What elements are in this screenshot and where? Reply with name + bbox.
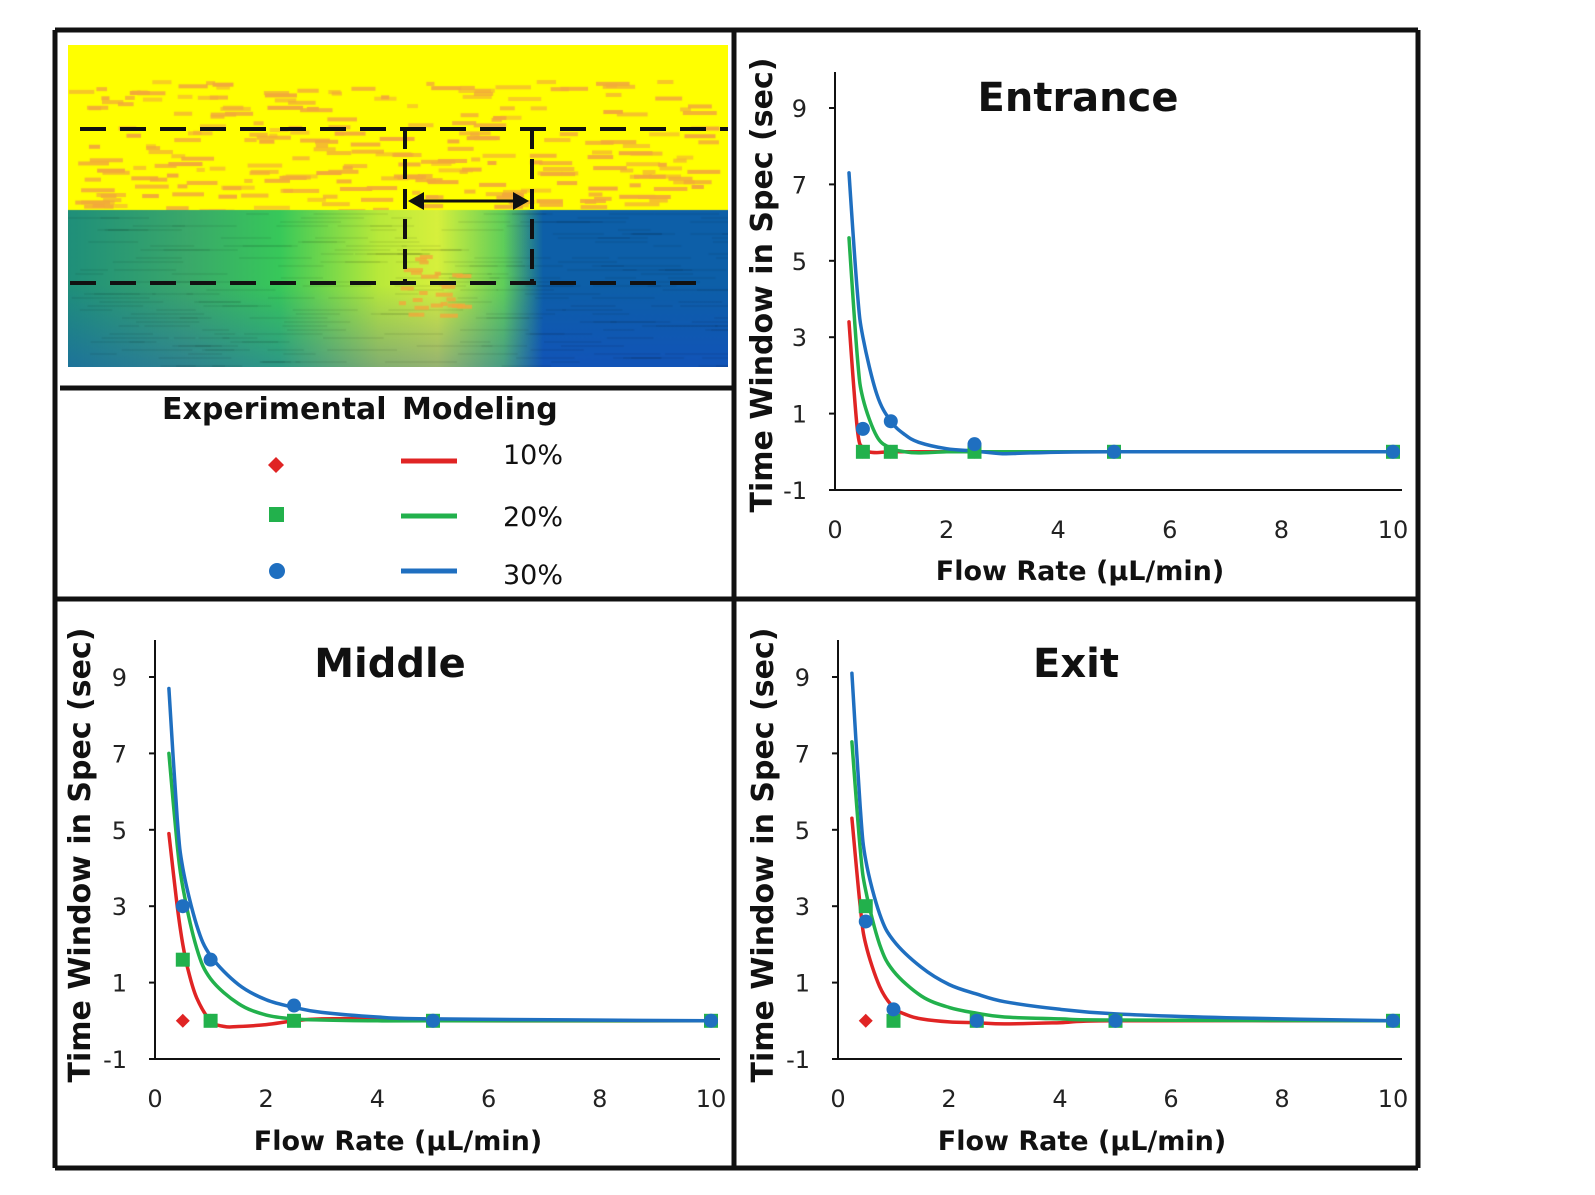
legend-symbols	[268, 457, 457, 579]
chart-middle: -1 1 3 5 7 9 0 2 4 6 8 10 Middle Flow Rate (µL/min) Ti…	[63, 628, 726, 1157]
x-tick-label: 2	[941, 1085, 956, 1113]
legend-marker-20-square	[269, 507, 284, 522]
model-line-20pct	[850, 740, 1395, 1023]
arrowhead-left-icon	[408, 192, 424, 210]
data-point-30pct	[969, 1013, 984, 1028]
data-point-20pct	[855, 444, 870, 459]
x-tick-label: 8	[592, 1085, 607, 1113]
x-axis-label: Flow Rate (µL/min)	[938, 1126, 1226, 1157]
x-tick-label: 10	[1378, 516, 1409, 544]
chart-title: Exit	[1033, 641, 1119, 687]
y-tick-label: -1	[103, 1046, 127, 1074]
y-tick-label: 1	[112, 970, 127, 998]
data-point-30pct	[203, 952, 218, 967]
data-point-30pct	[858, 914, 873, 929]
x-tick-label: 10	[1378, 1085, 1409, 1113]
y-tick-label: -1	[783, 477, 807, 505]
model-line-20pct	[167, 751, 713, 1023]
model-line-10pct	[847, 320, 1395, 455]
data-point-10pct	[858, 1013, 873, 1028]
data-point-30pct	[1386, 1013, 1400, 1028]
chart-title: Middle	[314, 641, 466, 687]
x-tick-label: 0	[830, 1085, 845, 1113]
chart-exit: -1 1 3 5 7 9 0 2 4 6 8 10 Exit Flow Rate (µL/min) Time…	[746, 628, 1408, 1157]
heatmap-overlay	[70, 127, 728, 285]
arrowhead-right-icon	[513, 192, 529, 210]
data-point-30pct	[1386, 444, 1400, 459]
x-tick-label: 2	[259, 1085, 274, 1113]
x-tick-label: 0	[147, 1085, 162, 1113]
data-point-20pct	[886, 1013, 901, 1028]
x-tick-label: 6	[1162, 516, 1177, 544]
data-point-30pct	[175, 899, 190, 914]
data-point-30pct	[287, 998, 301, 1013]
x-axis-label: Flow Rate (µL/min)	[936, 556, 1224, 587]
data-point-30pct	[1107, 444, 1121, 459]
y-tick-label: 9	[112, 664, 127, 692]
x-axis-label: Flow Rate (µL/min)	[254, 1126, 542, 1157]
x-tick-label: 0	[827, 516, 842, 544]
x-tick-label: 2	[939, 516, 954, 544]
data-point-30pct	[426, 1013, 440, 1028]
y-tick-label: 1	[792, 401, 807, 429]
x-tick-label: 4	[370, 1085, 385, 1113]
y-tick-label: 1	[795, 970, 810, 998]
data-point-30pct	[704, 1013, 718, 1028]
y-axis-label: Time Window in Spec (sec)	[745, 58, 780, 513]
legend-modeling-label: Modeling	[402, 392, 558, 427]
data-point-30pct	[967, 437, 982, 452]
data-point-20pct	[175, 952, 190, 967]
chart-title: Entrance	[978, 75, 1179, 121]
y-tick-label: 9	[792, 95, 807, 123]
y-tick-label: 3	[795, 893, 810, 921]
data-point-30pct	[883, 414, 898, 429]
y-tick-label: 7	[795, 740, 810, 768]
y-tick-label: 3	[792, 324, 807, 352]
legend-label-10: 10%	[503, 440, 564, 471]
data-point-20pct	[287, 1013, 301, 1028]
data-point-30pct	[886, 1002, 901, 1017]
x-tick-label: 4	[1052, 1085, 1067, 1113]
legend-label-30: 30%	[503, 560, 564, 591]
x-tick-label: 6	[1163, 1085, 1178, 1113]
y-tick-label: -1	[786, 1046, 810, 1074]
x-tick-label: 4	[1051, 516, 1066, 544]
data-point-30pct	[855, 421, 870, 436]
legend-label-20: 20%	[503, 502, 564, 533]
data-point-20pct	[883, 444, 898, 459]
y-tick-label: 5	[795, 817, 810, 845]
data-point-20pct	[203, 1013, 218, 1028]
x-tick-label: 8	[1274, 516, 1289, 544]
y-tick-label: 7	[112, 740, 127, 768]
model-line-10pct	[850, 816, 1395, 1026]
y-axis-label: Time Window in Spec (sec)	[63, 628, 98, 1083]
y-tick-label: 5	[112, 817, 127, 845]
model-line-10pct	[167, 831, 713, 1029]
data-point-20pct	[858, 899, 873, 914]
x-tick-label: 8	[1274, 1085, 1289, 1113]
data-point-10pct	[175, 1013, 190, 1028]
y-axis-label: Time Window in Spec (sec)	[746, 628, 781, 1083]
x-tick-label: 10	[696, 1085, 727, 1113]
legend-experimental-label: Experimental	[162, 392, 387, 427]
y-tick-label: 3	[112, 893, 127, 921]
model-line-30pct	[167, 686, 713, 1023]
data-point-30pct	[1108, 1013, 1123, 1028]
x-tick-label: 6	[481, 1085, 496, 1113]
chart-entrance: -1 1 3 5 7 9 0 2 4 6 8 10 Entrance Flow Rate (µL/min)…	[745, 58, 1408, 587]
panel-frames	[52, 27, 1421, 1171]
model-line-30pct	[850, 671, 1395, 1023]
model-line-20pct	[847, 236, 1395, 455]
y-tick-label: 9	[795, 664, 810, 692]
heatmap-image	[68, 45, 728, 367]
heatmap-canvas	[68, 45, 728, 367]
model-line-30pct	[847, 171, 1395, 456]
legend-marker-10-diamond	[268, 457, 284, 473]
y-tick-label: 5	[792, 248, 807, 276]
legend-marker-30-circle	[269, 563, 285, 579]
y-tick-label: 7	[792, 171, 807, 199]
